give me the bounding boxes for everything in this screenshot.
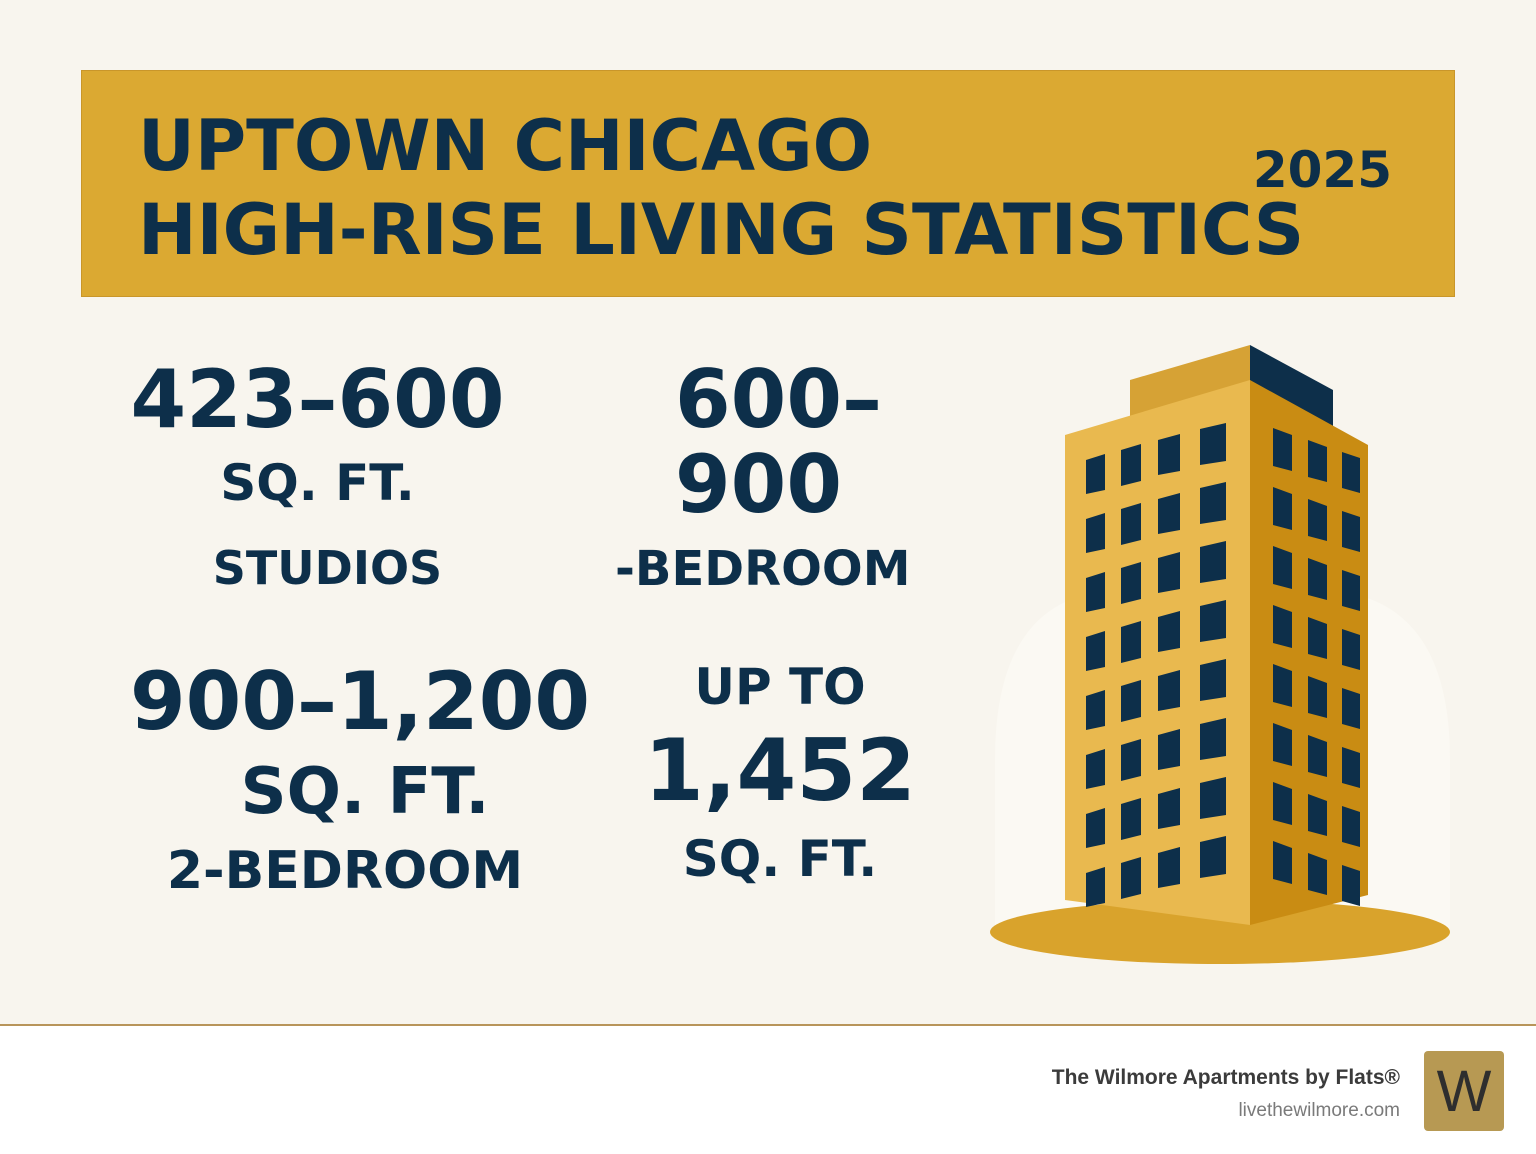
footer-divider <box>0 1024 1536 1026</box>
stat-studios-label: STUDIOS <box>212 541 443 595</box>
title-banner: UPTOWN CHICAGO HIGH-RISE LIVING STATISTI… <box>81 70 1455 297</box>
stat-max-size-value: 1,452 <box>643 721 917 821</box>
brand-name: The Wilmore Apartments by Flats® <box>1051 1066 1400 1089</box>
stat-two-bedroom-label: 2-BEDROOM <box>166 841 524 901</box>
title-line-1: UPTOWN CHICAGO <box>138 105 873 187</box>
stat-max-size-prefix: UP TO <box>694 658 866 716</box>
title-line-2: HIGH-RISE LIVING STATISTICS <box>138 189 1305 271</box>
brand-url-link[interactable]: livethewilmore.com <box>1238 1100 1400 1121</box>
stat-one-bedroom-value-line1: 600– <box>675 353 882 446</box>
stat-two-bedroom-value: 900–1,200 <box>130 655 591 748</box>
brand-logo: W <box>1424 1051 1504 1131</box>
stat-one-bedroom-label: -BEDROOM <box>615 541 911 597</box>
stat-one-bedroom-value-line2: 900 <box>675 438 842 531</box>
stat-studios-value: 423–600 <box>130 353 505 446</box>
year-label: 2025 <box>1252 141 1392 199</box>
stat-max-size-unit: SQ. FT. <box>682 830 878 888</box>
footer: The Wilmore Apartments by Flats® livethe… <box>0 1026 1536 1154</box>
stat-studios-unit: SQ. FT. <box>220 454 415 512</box>
high-rise-building-icon <box>990 345 1450 964</box>
stat-two-bedroom-unit: SQ. FT. <box>240 755 490 829</box>
